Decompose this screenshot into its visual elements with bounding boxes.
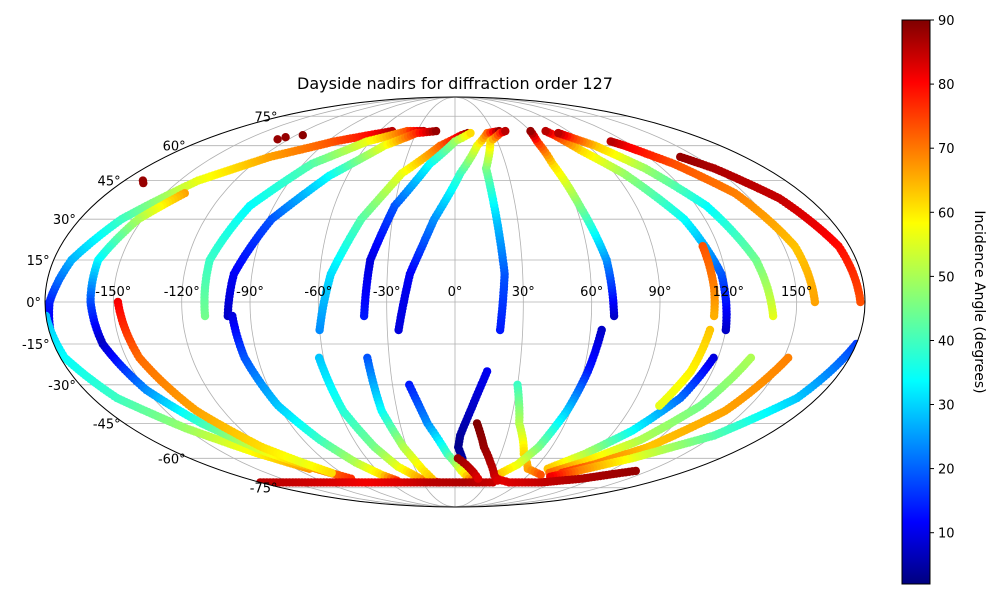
data-point: [709, 311, 719, 321]
y-tick-label: 30°: [53, 213, 76, 228]
data-point: [554, 128, 563, 138]
data-point: [541, 126, 550, 136]
data-point: [493, 476, 502, 485]
data-point: [431, 126, 441, 136]
y-tick-label: 60°: [163, 140, 186, 155]
colorbar-tick-label: 20: [938, 463, 955, 478]
y-tick-label: -15°: [22, 338, 50, 353]
colorbar-bar: [901, 19, 931, 585]
data-point: [473, 474, 483, 483]
x-tick-label: 60°: [580, 285, 603, 300]
colorbar-tick-label: 80: [938, 78, 955, 93]
y-tick-label: 75°: [254, 110, 277, 125]
colorbar-tick-label: 70: [938, 142, 955, 157]
x-tick-label: -120°: [164, 285, 200, 300]
data-point: [273, 135, 282, 144]
data-point: [606, 137, 615, 146]
y-tick-label: 15°: [27, 254, 50, 269]
map-outline: [44, 96, 866, 508]
colorbar-ticks: 10 20 30 40 50 60 70 80 90: [930, 14, 955, 542]
y-tick-label: -45°: [93, 417, 121, 432]
colorbar-tick-label: 40: [938, 335, 955, 350]
colorbar-label: Incidence Angle (degrees): [971, 210, 987, 393]
data-point: [281, 133, 290, 142]
y-tick-label: 0°: [26, 296, 41, 311]
y-tick-label: -30°: [48, 379, 76, 394]
y-tick-label: -75°: [250, 482, 278, 497]
x-tick-labels: -150° -120° -90° -60° -30° 0° 30° 60° 90° 120° 150…: [95, 285, 812, 300]
y-tick-labels: -75° -60° -45° -30° -15° 0° 15° 30° 45° 60° 75°: [22, 110, 278, 496]
x-tick-label: 0°: [448, 285, 463, 300]
x-tick-label: 150°: [781, 285, 812, 300]
data-point: [327, 468, 336, 478]
x-tick-label: 120°: [713, 285, 744, 300]
x-tick-label: -30°: [373, 285, 401, 300]
data-point: [631, 466, 640, 476]
x-tick-label: 30°: [512, 285, 535, 300]
x-tick-label: -90°: [236, 285, 264, 300]
x-tick-label: 90°: [648, 285, 671, 300]
data-point: [655, 401, 664, 410]
colorbar-tick-label: 50: [938, 270, 955, 285]
x-tick-label: -150°: [95, 285, 131, 300]
x-tick-label: -60°: [304, 285, 332, 300]
y-tick-label: 45°: [98, 175, 121, 190]
colorbar-tick-label: 90: [938, 14, 955, 29]
data-point: [298, 131, 307, 140]
colorbar-tick-label: 30: [938, 399, 955, 414]
data-points: [45, 126, 865, 487]
data-point: [139, 178, 148, 188]
colorbar: 10 20 30 40 50 60 70 80 90 Incidence Angle (degr…: [901, 14, 987, 585]
data-point: [526, 126, 535, 136]
data-point: [536, 470, 545, 479]
colorbar-tick-label: 60: [938, 206, 955, 221]
y-tick-label: -60°: [158, 452, 186, 467]
colorbar-tick-label: 10: [938, 527, 955, 542]
chart-title: Dayside nadirs for diffraction order 127: [297, 74, 613, 93]
data-point: [466, 128, 475, 138]
data-point: [501, 126, 510, 136]
data-point: [676, 152, 685, 162]
